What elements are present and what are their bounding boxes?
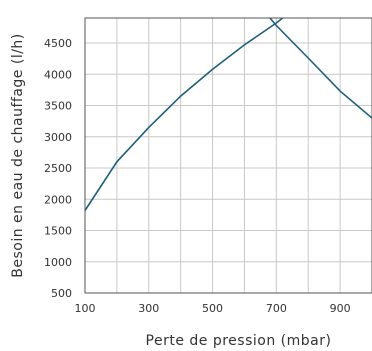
y-axis-title: Besoin en eau de chauffage (l/h) xyxy=(10,33,26,278)
y-tick-label: 2500 xyxy=(44,162,72,175)
y-tick-label: 4500 xyxy=(44,37,72,50)
plot-frame xyxy=(84,17,372,294)
x-tick-label: 300 xyxy=(138,302,159,315)
x-tick-label: 700 xyxy=(266,302,287,315)
series-group xyxy=(84,17,372,211)
x-tick-labels: 100 300 500 700 900 xyxy=(75,302,351,315)
y-tick-label: 500 xyxy=(51,287,72,300)
x-tick-label: 900 xyxy=(330,302,351,315)
x-tick-label: 100 xyxy=(75,302,96,315)
x-axis-title: Perte de pression (mbar) xyxy=(146,333,332,349)
y-tick-label: 3000 xyxy=(44,131,72,144)
y-tick-label: 1000 xyxy=(44,256,72,269)
series-line-2 xyxy=(269,17,372,119)
y-tick-label: 2000 xyxy=(44,193,72,206)
grid xyxy=(85,18,372,293)
series-line-1 xyxy=(84,17,284,211)
y-tick-labels: 500 1000 1500 2000 2500 3000 3500 4000 4500 xyxy=(44,37,72,300)
x-tick-label: 500 xyxy=(202,302,223,315)
y-tick-label: 3500 xyxy=(44,100,72,113)
y-tick-label: 4000 xyxy=(44,68,72,81)
y-tick-label: 1500 xyxy=(44,225,72,238)
